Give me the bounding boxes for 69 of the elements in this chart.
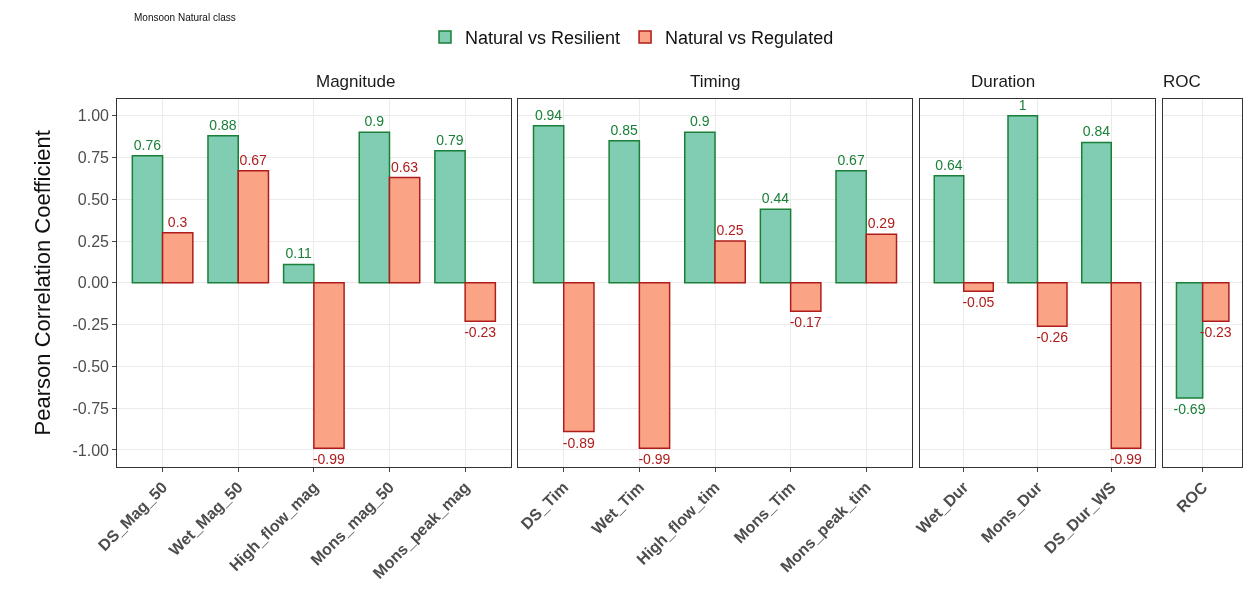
data-label: 0.85 — [610, 121, 638, 138]
data-label: 0.67 — [239, 151, 268, 168]
data-label: 0.3 — [167, 213, 188, 230]
data-label: 0.79 — [436, 131, 464, 148]
data-label: 0.63 — [390, 158, 419, 175]
bar — [207, 134, 239, 284]
data-label: 0.76 — [133, 136, 162, 153]
data-label: 1 — [1018, 96, 1027, 113]
data-label: -0.69 — [1173, 401, 1206, 418]
data-label: -0.05 — [962, 294, 995, 311]
bar — [865, 233, 898, 284]
data-label: 0.9 — [690, 113, 710, 130]
bar — [237, 170, 270, 284]
bar — [1036, 282, 1068, 327]
bar — [388, 176, 421, 284]
y-axis-title: Pearson Correlation Coefficient — [30, 130, 56, 436]
y-tick-label: -1.00 — [72, 441, 110, 459]
y-tick-label: 1.00 — [77, 107, 110, 125]
data-label: 0.44 — [761, 190, 790, 207]
y-tick-label: -0.25 — [72, 316, 110, 334]
bar — [313, 282, 345, 449]
bar — [684, 131, 716, 284]
data-label: -0.23 — [464, 324, 497, 341]
bar — [434, 150, 466, 284]
bar — [464, 282, 497, 322]
y-tick-label: -0.50 — [72, 357, 110, 375]
data-label: 0.25 — [716, 222, 744, 238]
bar — [835, 170, 868, 284]
data-label: -0.99 — [1109, 451, 1143, 468]
legend-label: Natural vs Regulated — [665, 28, 834, 49]
bar — [161, 231, 194, 284]
data-label: 0.9 — [364, 113, 385, 130]
y-tick-label: -0.75 — [72, 399, 110, 417]
bar — [933, 175, 965, 284]
data-label: 0.67 — [837, 151, 865, 168]
chart-title: Duration — [971, 72, 1036, 91]
bar — [532, 124, 565, 284]
bar — [1110, 282, 1142, 449]
bar — [759, 208, 792, 284]
bar — [963, 282, 994, 292]
bar — [789, 282, 822, 312]
data-label: -0.99 — [312, 451, 346, 468]
data-label: 0.29 — [867, 215, 896, 232]
legend-label: Natural vs Resilient — [465, 28, 621, 49]
chart-title: Magnitude — [316, 72, 396, 91]
bar — [1081, 141, 1112, 284]
data-label: -0.26 — [1036, 329, 1069, 346]
data-label: -0.89 — [562, 434, 595, 451]
data-label: 0.11 — [285, 245, 312, 262]
bar — [1007, 114, 1039, 284]
data-label: 0.88 — [209, 116, 237, 133]
bar — [131, 155, 164, 284]
text: Monsoon Natural class — [134, 12, 236, 23]
y-tick-label: 0.25 — [77, 232, 110, 250]
bar — [608, 139, 641, 284]
y-tick-label: 0.00 — [77, 274, 110, 292]
bar — [638, 282, 671, 449]
y-tick-label: 0.50 — [77, 190, 110, 208]
data-label: 0.64 — [935, 156, 963, 173]
y-tick-label: 0.75 — [77, 149, 110, 167]
chart-title: Timing — [690, 72, 741, 91]
data-label: 0.94 — [534, 106, 563, 123]
bar — [282, 263, 315, 284]
bar — [358, 131, 391, 284]
data-label: -0.17 — [789, 314, 822, 331]
data-label: -0.99 — [638, 451, 671, 468]
bar — [714, 240, 747, 284]
data-label: 0.84 — [1082, 123, 1111, 140]
bar — [562, 282, 595, 433]
